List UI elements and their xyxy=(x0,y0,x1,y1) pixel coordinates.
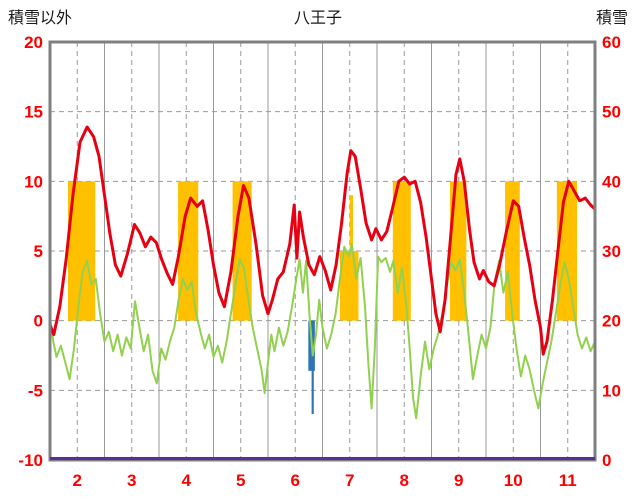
orange-bar xyxy=(392,181,411,321)
left-axis-tick-label: -5 xyxy=(28,381,43,400)
x-axis-tick-label: 3 xyxy=(127,471,136,490)
x-axis-tick-label: 8 xyxy=(400,471,409,490)
left-axis-tick-label: 15 xyxy=(24,103,43,122)
left-axis-tick-label: 5 xyxy=(34,242,43,261)
orange-bar xyxy=(349,195,354,321)
orange-bar xyxy=(556,181,578,321)
right-axis-tick-label: 0 xyxy=(602,451,611,470)
orange-bar xyxy=(339,251,359,321)
right-axis-tick-label: 10 xyxy=(602,381,621,400)
left-axis-tick-label: 20 xyxy=(24,33,43,52)
left-axis-tick-label: 10 xyxy=(24,172,43,191)
x-axis-tick-label: 7 xyxy=(345,471,354,490)
x-axis-tick-label: 10 xyxy=(504,471,523,490)
x-axis-tick-label: 2 xyxy=(73,471,82,490)
x-axis-tick-label: 11 xyxy=(559,471,577,490)
left-axis-tick-label: -10 xyxy=(18,451,43,470)
right-axis-tick-label: 50 xyxy=(602,103,621,122)
right-axis-tick-label: 40 xyxy=(602,172,621,191)
right-axis-title: 積雪 xyxy=(595,10,628,27)
blue-bar xyxy=(311,320,314,415)
x-axis-tick-label: 9 xyxy=(454,471,463,490)
x-axis-tick-label: 4 xyxy=(182,471,192,490)
right-axis-tick-label: 60 xyxy=(602,33,621,52)
red-line-series xyxy=(48,125,597,356)
right-axis-tick-label: 20 xyxy=(602,312,621,331)
chart-title: 八王子 xyxy=(293,10,343,27)
left-axis-tick-label: 0 xyxy=(34,312,43,331)
left-axis-title: 積雪以外 xyxy=(8,10,73,27)
x-axis-tick-label: 5 xyxy=(236,471,245,490)
x-axis-tick-label: 6 xyxy=(291,471,300,490)
right-axis-tick-label: 30 xyxy=(602,242,621,261)
